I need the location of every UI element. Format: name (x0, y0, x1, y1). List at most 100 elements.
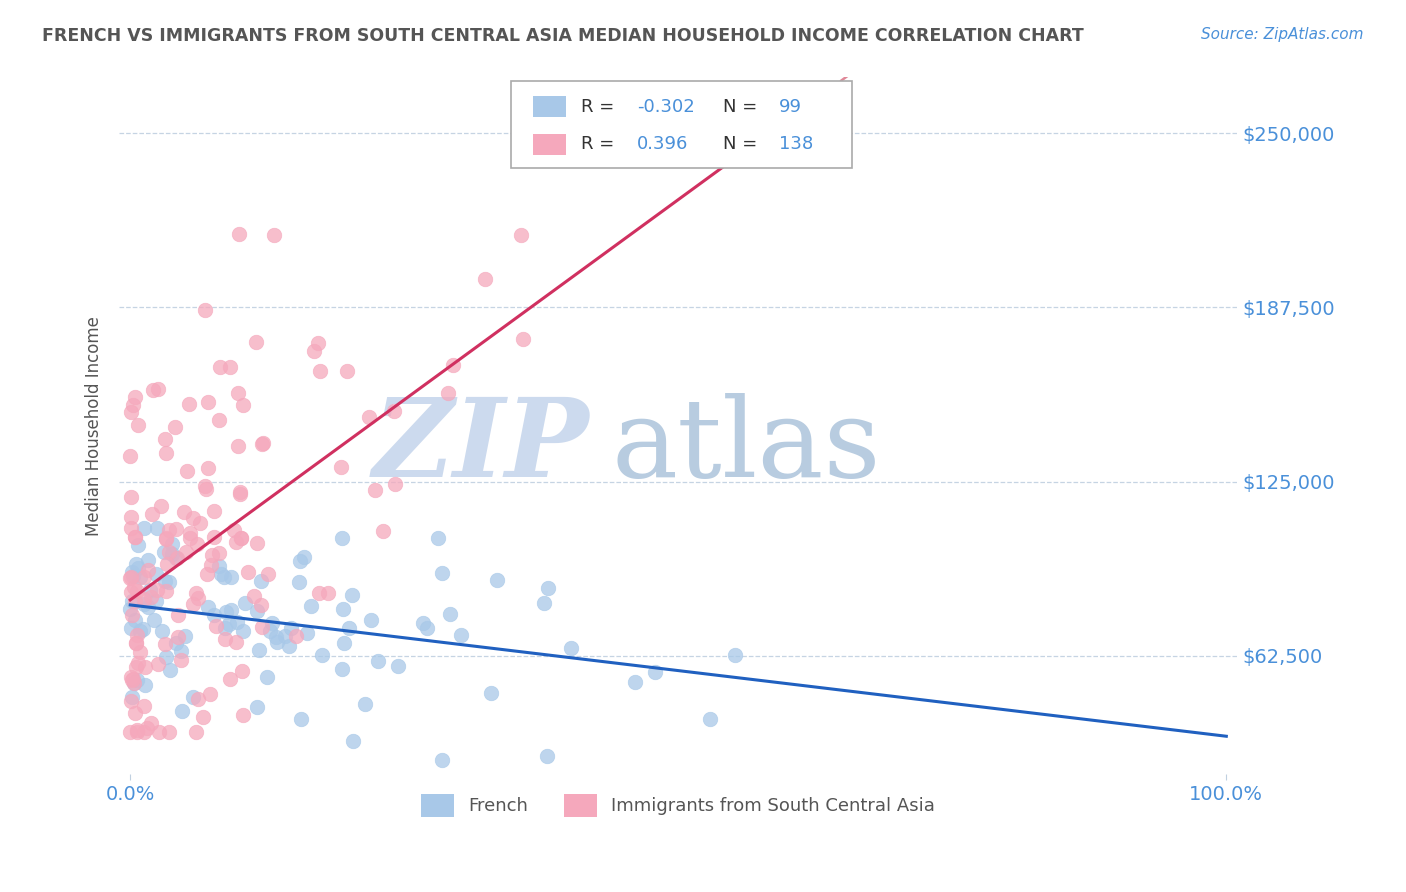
Point (120, 509, 142, 524)
Point (246, 535, 269, 549)
Point (153, 545, 176, 559)
Point (148, 382, 170, 396)
Point (209, 567, 232, 582)
Point (277, 639, 299, 653)
Point (181, 598, 204, 612)
Point (142, 383, 165, 397)
Point (228, 227, 250, 242)
Point (284, 629, 307, 643)
Point (125, 723, 148, 738)
Point (188, 516, 211, 530)
Point (187, 692, 209, 706)
Point (155, 446, 177, 460)
Point (166, 607, 188, 622)
Point (176, 464, 198, 478)
Point (124, 530, 146, 544)
Text: -0.302: -0.302 (637, 98, 695, 116)
Point (304, 344, 326, 359)
Point (256, 670, 278, 684)
Point (238, 565, 260, 579)
Point (436, 386, 458, 401)
Point (184, 586, 207, 600)
Point (342, 734, 364, 748)
Point (214, 632, 236, 647)
Point (155, 531, 177, 545)
Point (219, 360, 242, 375)
Point (200, 558, 222, 572)
Point (181, 511, 204, 525)
Point (121, 565, 143, 579)
Point (156, 557, 179, 571)
Point (134, 660, 156, 674)
Point (121, 607, 143, 622)
Point (226, 439, 249, 453)
Point (139, 715, 162, 730)
Point (146, 520, 169, 534)
Point (336, 364, 359, 378)
Point (218, 617, 240, 632)
Point (121, 673, 143, 688)
Bar (533, 96, 567, 117)
Point (121, 690, 143, 704)
Point (288, 575, 311, 590)
Point (224, 524, 246, 538)
Point (229, 487, 252, 501)
Point (124, 614, 146, 628)
Point (474, 271, 496, 285)
Point (280, 621, 302, 635)
Text: atlas: atlas (612, 393, 880, 500)
Point (132, 521, 155, 535)
Point (533, 596, 555, 610)
Point (624, 675, 647, 690)
Point (357, 410, 380, 425)
Point (537, 581, 560, 595)
Point (150, 500, 173, 514)
Point (330, 532, 353, 546)
Text: 138: 138 (779, 136, 813, 153)
Point (127, 657, 149, 671)
Point (122, 398, 145, 412)
Point (195, 567, 218, 582)
Point (299, 599, 322, 614)
Point (309, 364, 332, 378)
Text: N =: N = (723, 98, 763, 116)
Point (250, 574, 273, 588)
Point (170, 644, 193, 658)
Point (186, 537, 208, 551)
Point (202, 530, 225, 544)
Point (384, 477, 406, 491)
Point (250, 620, 273, 634)
Bar (533, 134, 567, 155)
Point (122, 569, 145, 583)
Point (179, 526, 201, 541)
Point (136, 563, 159, 577)
Point (153, 432, 176, 446)
Point (124, 530, 146, 544)
Point (197, 461, 219, 475)
Point (263, 227, 285, 242)
Point (233, 596, 256, 610)
Point (225, 535, 247, 549)
Point (229, 485, 252, 500)
Point (332, 602, 354, 616)
Point (127, 417, 149, 432)
Point (259, 624, 281, 638)
Point (229, 531, 252, 545)
Point (121, 593, 143, 607)
Point (121, 672, 143, 686)
Point (232, 398, 254, 412)
Point (290, 712, 312, 726)
Point (145, 593, 167, 607)
Point (159, 664, 181, 678)
Point (120, 449, 142, 463)
Point (148, 725, 170, 739)
Point (260, 616, 283, 631)
Point (250, 436, 273, 450)
Text: Source: ZipAtlas.com: Source: ZipAtlas.com (1201, 27, 1364, 42)
Point (125, 636, 148, 650)
Point (120, 490, 142, 504)
Point (450, 627, 472, 641)
Point (125, 583, 148, 598)
Point (360, 613, 382, 627)
Point (382, 404, 405, 418)
